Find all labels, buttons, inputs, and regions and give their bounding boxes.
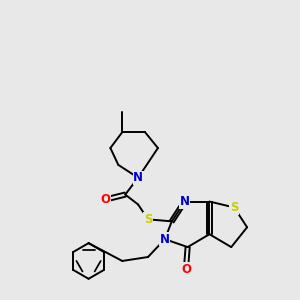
Text: S: S	[144, 213, 152, 226]
Text: N: N	[160, 233, 170, 246]
Text: S: S	[230, 201, 238, 214]
Text: O: O	[181, 263, 191, 276]
Text: N: N	[180, 195, 190, 208]
Text: O: O	[100, 193, 110, 206]
Text: N: N	[133, 171, 143, 184]
